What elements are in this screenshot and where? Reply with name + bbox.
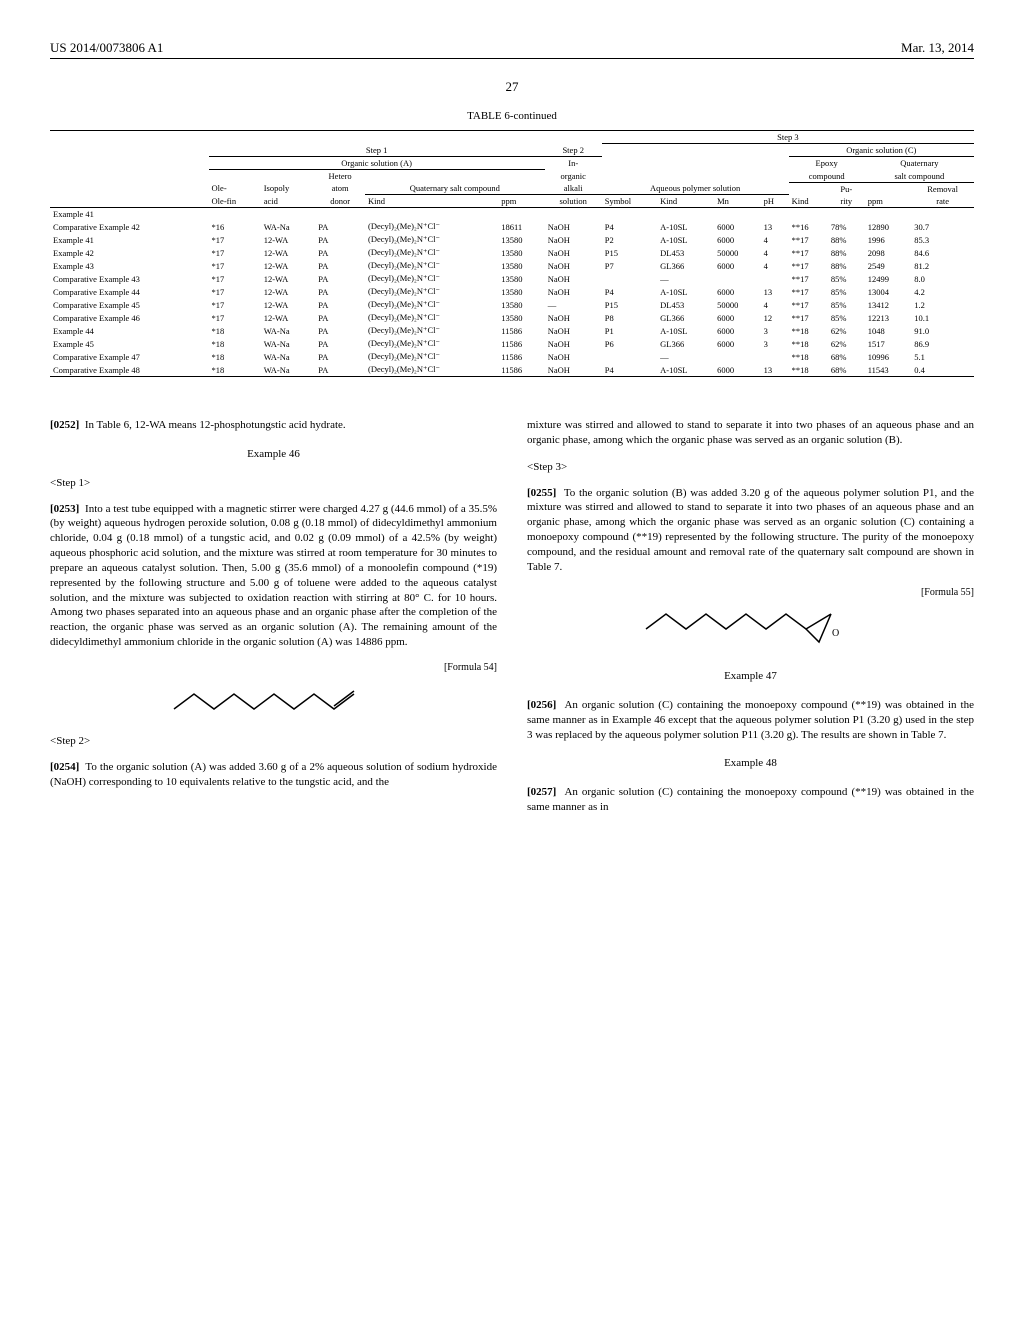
table-row: Comparative Example 44*1712-WAPA(Decyl)₂… bbox=[50, 285, 974, 298]
table-title: TABLE 6-continued bbox=[50, 110, 974, 122]
table-row: Example 45*18WA-NaPA(Decyl)₂(Me)₂N⁺Cl⁻11… bbox=[50, 337, 974, 350]
table-row: Comparative Example 43*1712-WAPA(Decyl)₂… bbox=[50, 272, 974, 285]
table-row: Comparative Example 42*16WA-NaPA(Decyl)₂… bbox=[50, 220, 974, 233]
formula-label: [Formula 54] bbox=[50, 661, 497, 675]
step-title: <Step 1> bbox=[50, 476, 497, 491]
orgc-header: Organic solution (C) bbox=[789, 144, 974, 157]
para-text: Into a test tube equipped with a magneti… bbox=[50, 503, 497, 649]
para-text: An organic solution (C) containing the m… bbox=[527, 786, 974, 813]
para-num: [0256] bbox=[527, 699, 556, 711]
table-row: Example 41 bbox=[50, 208, 974, 221]
table-row: Comparative Example 45*1712-WAPA(Decyl)₂… bbox=[50, 298, 974, 311]
table-row: Comparative Example 48*18WA-NaPA(Decyl)₂… bbox=[50, 363, 974, 377]
table-row: Example 44*18WA-NaPA(Decyl)₂(Me)₂N⁺Cl⁻11… bbox=[50, 324, 974, 337]
formula-54-structure bbox=[164, 679, 384, 719]
example-title: Example 47 bbox=[527, 669, 974, 684]
step-title: <Step 2> bbox=[50, 734, 497, 749]
table-row: Comparative Example 46*1712-WAPA(Decyl)₂… bbox=[50, 311, 974, 324]
formula-55-structure: O bbox=[636, 604, 866, 654]
formula-label: [Formula 55] bbox=[527, 586, 974, 600]
patent-date: Mar. 13, 2014 bbox=[901, 40, 974, 56]
para-text: In Table 6, 12-WA means 12-phosphotungst… bbox=[85, 419, 346, 431]
table-row: Comparative Example 47*18WA-NaPA(Decyl)₂… bbox=[50, 350, 974, 363]
step-title: <Step 3> bbox=[527, 460, 974, 475]
example-title: Example 46 bbox=[50, 447, 497, 462]
page-number: 27 bbox=[50, 79, 974, 95]
para-num: [0257] bbox=[527, 786, 556, 798]
para-num: [0252] bbox=[50, 419, 79, 431]
data-table: Step 3 Step 1 Step 2 Organic solution (C… bbox=[50, 130, 974, 377]
example-title: Example 48 bbox=[527, 756, 974, 771]
table-row: Example 43*1712-WAPA(Decyl)₂(Me)₂N⁺Cl⁻13… bbox=[50, 259, 974, 272]
patent-number: US 2014/0073806 A1 bbox=[50, 40, 163, 56]
para-num: [0253] bbox=[50, 503, 79, 515]
para-text: An organic solution (C) containing the m… bbox=[527, 699, 974, 741]
step1-header: Step 1 bbox=[209, 144, 545, 157]
table-row: Example 41*1712-WAPA(Decyl)₂(Me)₂N⁺Cl⁻13… bbox=[50, 233, 974, 246]
orga-header: Organic solution (A) bbox=[209, 157, 545, 170]
left-column: [0252] In Table 6, 12-WA means 12-phosph… bbox=[50, 407, 497, 826]
para-text: To the organic solution (B) was added 3.… bbox=[527, 487, 974, 573]
table-row: Example 42*1712-WAPA(Decyl)₂(Me)₂N⁺Cl⁻13… bbox=[50, 246, 974, 259]
text-columns: [0252] In Table 6, 12-WA means 12-phosph… bbox=[50, 407, 974, 826]
svg-text:O: O bbox=[832, 628, 839, 639]
para-text: To the organic solution (A) was added 3.… bbox=[50, 761, 497, 788]
step3-header: Step 3 bbox=[602, 131, 974, 144]
right-column: mixture was stirred and allowed to stand… bbox=[527, 407, 974, 826]
para-text: mixture was stirred and allowed to stand… bbox=[527, 418, 974, 448]
para-num: [0255] bbox=[527, 487, 556, 499]
para-num: [0254] bbox=[50, 761, 79, 773]
step2-header: Step 2 bbox=[545, 144, 602, 157]
page-header: US 2014/0073806 A1 Mar. 13, 2014 bbox=[50, 40, 974, 59]
